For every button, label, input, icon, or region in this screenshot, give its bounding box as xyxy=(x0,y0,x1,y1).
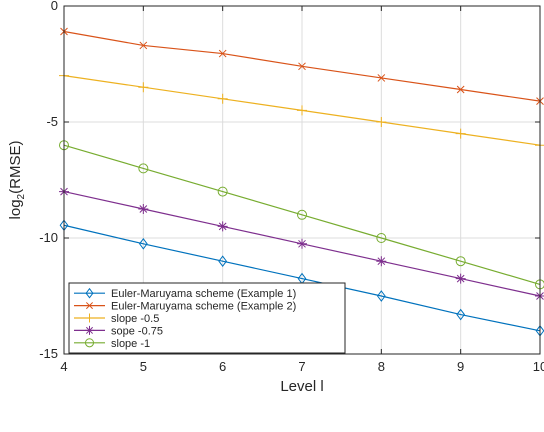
y-axis-label-main: log xyxy=(7,199,24,219)
x-tick-label: 7 xyxy=(298,359,305,374)
x-tick-label: 9 xyxy=(457,359,464,374)
data-point-marker xyxy=(218,221,228,231)
x-tick-label: 8 xyxy=(378,359,385,374)
data-point-marker xyxy=(456,274,466,284)
data-point-marker xyxy=(376,256,386,266)
y-tick-label: -10 xyxy=(39,230,58,245)
x-tick-label: 10 xyxy=(533,359,544,374)
y-tick-label: -5 xyxy=(46,114,58,129)
legend-label: slope -1 xyxy=(111,338,150,350)
x-tick-label: 4 xyxy=(60,359,67,374)
legend-label: Euler-Maruyama scheme (Example 2) xyxy=(111,301,296,313)
x-tick-label: 6 xyxy=(219,359,226,374)
x-tick-label: 5 xyxy=(140,359,147,374)
y-tick-label: -15 xyxy=(39,346,58,361)
legend-label: sope -0.75 xyxy=(111,325,163,337)
data-point-marker xyxy=(85,326,94,335)
legend-label: Euler-Maruyama scheme (Example 1) xyxy=(111,288,296,300)
x-axis-label: Level l xyxy=(280,378,323,395)
data-point-marker xyxy=(297,239,307,249)
y-tick-label: 0 xyxy=(51,0,58,13)
data-point-marker xyxy=(138,204,148,214)
legend: Euler-Maruyama scheme (Example 1)Euler-M… xyxy=(69,283,345,353)
legend-label: slope -0.5 xyxy=(111,313,159,325)
y-axis-label-rest: (RMSE) xyxy=(7,141,24,194)
